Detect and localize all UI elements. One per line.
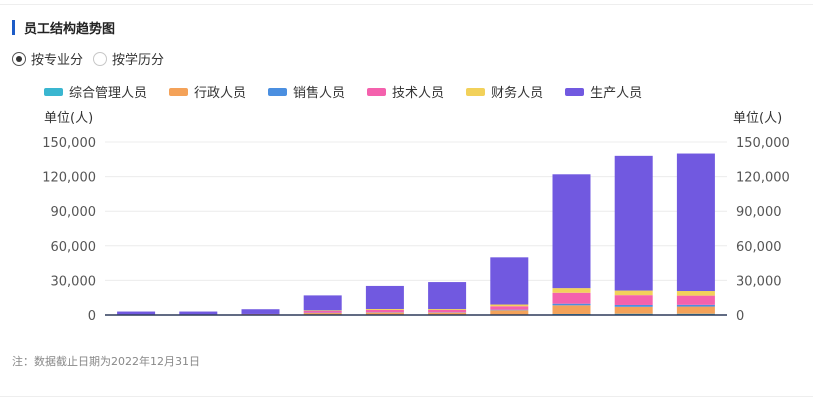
radio-circle-icon [93,51,108,66]
y-axis-unit-right: 单位(人) [733,111,782,126]
legend-swatch [268,87,288,96]
legend-item[interactable]: 技术人员 [367,82,444,101]
radio-by-profession[interactable]: 按专业分 [12,49,83,68]
y-tick-label-left: 90,000 [51,205,97,220]
bottom-divider [0,396,813,397]
category-radio-group: 按专业分 按学历分 [12,49,174,68]
data-note: 注：数据截止日期为2022年12月31日 [12,355,200,368]
chart-legend: 综合管理人员 行政人员 销售人员 技术人员 财务人员 生产人员 [44,82,664,101]
legend-swatch [565,87,585,96]
legend-item[interactable]: 行政人员 [169,82,246,101]
legend-label: 财务人员 [491,86,544,101]
bar-segment [365,309,404,310]
legend-item[interactable]: 销售人员 [268,82,345,101]
bar-segment [428,309,467,313]
legend-item[interactable]: 财务人员 [466,82,543,101]
legend-item[interactable]: 生产人员 [565,82,642,101]
bar-segment [614,290,653,296]
bar-segment [490,309,529,311]
stacked-bar-chart: 单位(人) 单位(人) 0 0 30,000 30,000 60,000 60,000 90,0… [42,111,790,324]
y-tick-label-left: 60,000 [51,240,97,255]
title-accent-bar [12,19,15,35]
y-tick-label-left: 120,000 [42,171,96,186]
bar-segment [303,295,342,311]
bar-segment [365,285,404,310]
y-tick-label-right: 30,000 [736,274,782,289]
y-tick-label-left: 0 [88,309,96,324]
bar-segment [490,304,529,307]
bar-segment [428,312,467,315]
bar-segment [490,257,529,305]
y-tick-label-right: 0 [736,309,744,324]
legend-label: 销售人员 [293,86,346,101]
bar-segment [428,309,467,310]
radio-by-education[interactable]: 按学历分 [93,49,164,68]
bar-segment [428,282,467,310]
legend-swatch [44,87,63,96]
bar-segment [552,174,591,289]
bar-segment [676,306,715,314]
bar-segment [552,305,591,314]
bar-segment [676,304,715,307]
bar-segment [614,295,653,305]
bar-segment [676,153,715,292]
y-tick-label-left: 30,000 [51,274,97,289]
bar-segment [676,291,715,296]
bar-segment [241,309,280,314]
panel-header: 员工结构趋势图 [12,19,116,37]
bar-segment [614,306,653,314]
y-tick-label-right: 60,000 [736,240,782,255]
legend-label: 行政人员 [194,86,247,101]
bar-segment [303,310,342,313]
radio-circle-icon [12,51,26,66]
y-tick-label-right: 150,000 [736,136,790,151]
bar-segment [490,310,529,315]
bar-segment [676,295,715,305]
legend-label: 综合管理人员 [69,86,148,101]
bar-segment [303,310,342,311]
legend-label: 生产人员 [590,86,643,101]
bar-segment [490,306,529,310]
legend-swatch [169,87,189,96]
bar-segment [365,312,404,315]
bar-segment [614,155,653,291]
y-tick-label-right: 90,000 [736,205,782,220]
bar-segment [365,309,404,313]
bar-segment [614,304,653,307]
legend-item[interactable]: 综合管理人员 [44,82,147,101]
radio-label: 按专业分 [31,53,84,68]
radio-label: 按学历分 [112,53,165,68]
bar-segment [552,292,591,304]
bar-segment [179,311,218,315]
legend-swatch [466,87,486,96]
panel-title: 员工结构趋势图 [24,21,116,37]
top-divider [0,4,813,5]
legend-swatch [367,87,387,96]
y-tick-label-left: 150,000 [42,136,96,151]
bar-segment [552,303,591,306]
bar-segment [552,288,591,293]
y-axis-unit-left: 单位(人) [44,111,93,126]
bar-segment [303,313,342,315]
legend-label: 技术人员 [392,86,445,101]
bar-segment [117,311,156,315]
y-tick-label-right: 120,000 [736,171,790,186]
